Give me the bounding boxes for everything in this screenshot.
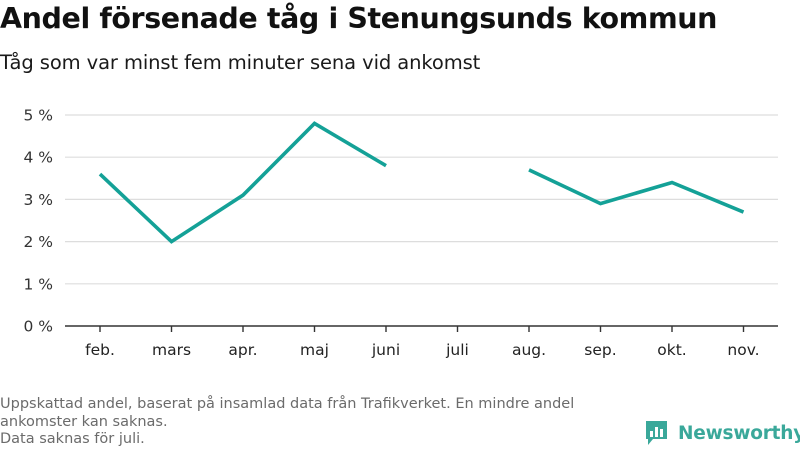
chart-title: Andel försenade tåg i Stenungsunds kommu… xyxy=(0,2,718,35)
series-line xyxy=(98,121,387,244)
line-chart: 0 % 1 % 2 % 3 % 4 % 5 % feb. mars apr. maj juni ju… xyxy=(23,107,778,359)
footnote-line: Data saknas för juli. xyxy=(0,431,145,447)
y-tick-label: 4 % xyxy=(23,149,53,167)
y-tick-label: 1 % xyxy=(23,275,53,293)
x-tick-label: apr. xyxy=(228,341,257,359)
y-tick-label: 5 % xyxy=(23,107,53,125)
x-tick-label: aug. xyxy=(512,341,546,359)
y-tick-label: 2 % xyxy=(23,233,53,251)
x-axis: feb. mars apr. maj juni juli aug. sep. okt. nov. xyxy=(65,325,778,359)
footnote-line: ankomster kan saknas. xyxy=(0,413,168,430)
x-tick-label: mars xyxy=(152,341,191,359)
y-tick-label: 0 % xyxy=(23,318,53,336)
x-tick-label: nov. xyxy=(727,341,759,359)
x-tick-label: juli xyxy=(445,341,469,359)
series-layer xyxy=(98,121,745,244)
series-line xyxy=(528,168,745,214)
x-tick-label: okt. xyxy=(657,341,686,359)
x-tick-label: maj xyxy=(300,341,329,359)
y-axis: 0 % 1 % 2 % 3 % 4 % 5 % xyxy=(23,107,53,336)
x-tick-label: feb. xyxy=(85,341,115,359)
chart-subtitle: Tåg som var minst fem minuter sena vid a… xyxy=(0,51,481,74)
x-tick-label: juni xyxy=(371,341,400,359)
footnote-line: Uppskattad andel, baserat på insamlad da… xyxy=(0,396,575,412)
y-tick-label: 3 % xyxy=(23,191,53,209)
footnote: Uppskattad andel, baserat på insamlad da… xyxy=(0,396,640,449)
x-tick-label: sep. xyxy=(584,341,616,359)
gridlines xyxy=(65,114,778,285)
newsworthy-chart-icon xyxy=(646,421,667,445)
logo-text: Newsworthy xyxy=(678,422,800,444)
newsworthy-logo: Newsworthy xyxy=(644,419,800,447)
